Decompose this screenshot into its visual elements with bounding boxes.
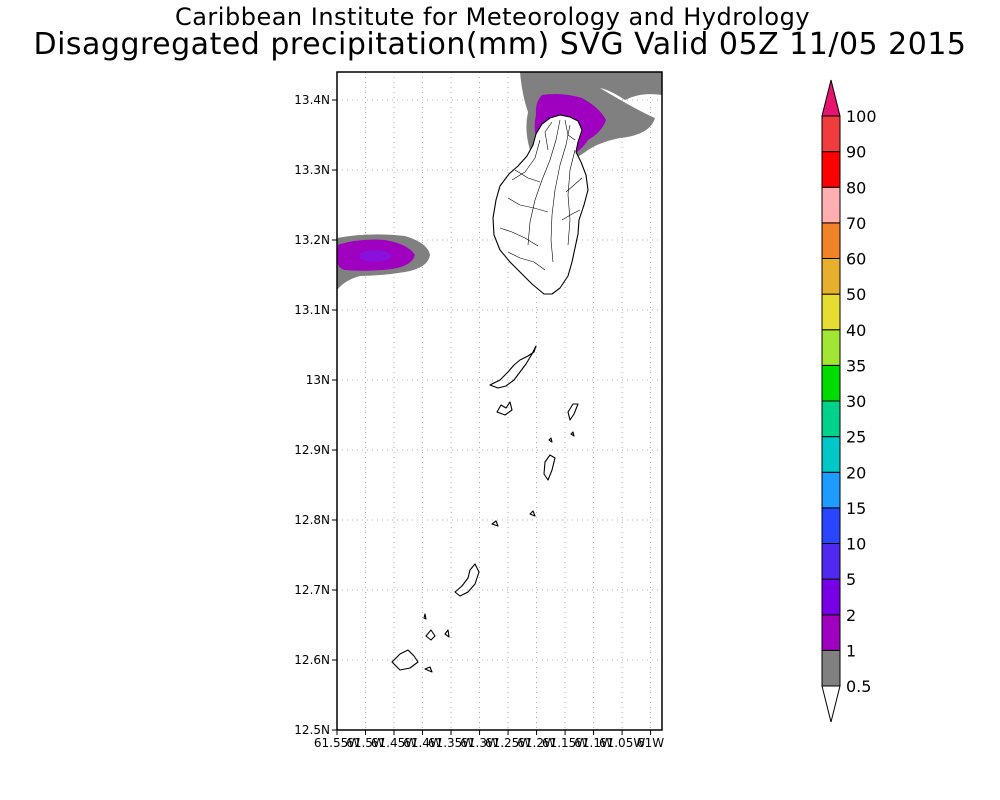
islet-1	[423, 613, 427, 620]
colorbar-label: 2	[846, 606, 856, 625]
colorbar-label: 30	[846, 392, 866, 411]
colorbar-box	[821, 258, 841, 295]
lat-tick-label: 13.2N	[294, 233, 330, 247]
lat-tick-label: 12.8N	[294, 513, 330, 527]
colorbar-label: 5	[846, 570, 856, 589]
colorbar-label: 35	[846, 356, 866, 375]
colorbar-label: 80	[846, 178, 866, 197]
lat-tick-label: 12.9N	[294, 443, 330, 457]
map-background	[337, 72, 662, 730]
colorbar-label: 40	[846, 321, 866, 340]
colorbar-label: 0.5	[846, 677, 871, 696]
colorbar-box	[821, 436, 841, 473]
lon-tick-label: 61.15W	[542, 736, 588, 750]
colorbar-box	[821, 507, 841, 544]
island-st-vincent	[492, 114, 589, 295]
colorbar-box	[821, 115, 841, 153]
lat-tick-label: 12.6N	[294, 653, 330, 667]
island-bequia	[489, 345, 537, 389]
colorbar-box	[821, 151, 841, 188]
lat-tick-label: 12.7N	[294, 583, 330, 597]
island-ronde	[425, 629, 436, 641]
island-carriacou	[454, 563, 480, 597]
map-frame	[336, 71, 663, 731]
coastlines	[391, 114, 589, 673]
islet-3	[548, 437, 553, 443]
lon-tick-label: 61.55W	[314, 736, 360, 750]
island-grenada-north	[391, 649, 419, 671]
latitude-labels: 13.4N 13.3N 13.2N 13.1N 13N 12.9N 12.8N 12.7N 12…	[294, 93, 337, 737]
island-petit-martinique	[491, 520, 499, 527]
colorbar-label: 100	[846, 107, 877, 126]
colorbar-box	[821, 186, 841, 224]
lon-tick-label: 61.25W	[485, 736, 531, 750]
map-plot-area	[336, 71, 663, 731]
island-mayreau	[543, 454, 556, 481]
colorbar-label: 1	[846, 641, 856, 660]
lon-tick-label: 61.3W	[460, 736, 499, 750]
island-canouan	[567, 403, 579, 421]
colorbar-top-arrow	[821, 79, 841, 117]
colorbar-box	[821, 400, 841, 438]
colorbar-label: 60	[846, 250, 866, 269]
islet-2	[570, 431, 575, 437]
lon-tick-label: 61.5W	[346, 736, 385, 750]
colorbar-box	[821, 614, 841, 651]
lat-tick-label: 12.5N	[294, 723, 330, 737]
colorbar-label: 10	[846, 535, 866, 554]
colorbar-box	[821, 293, 841, 331]
colorbar-box	[821, 471, 841, 509]
island-mustique	[496, 401, 513, 416]
colorbar-box	[821, 329, 841, 366]
colorbar-label: 50	[846, 285, 866, 304]
island-union	[529, 510, 536, 517]
lat-tick-label: 13.1N	[294, 303, 330, 317]
precip-area-5mm-west	[359, 250, 391, 262]
lon-tick-label: 61.4W	[403, 736, 442, 750]
colorbar-box	[821, 222, 841, 259]
lat-tick-label: 13N	[306, 373, 330, 387]
lon-tick-label: 61.1W	[574, 736, 613, 750]
island-kick-em-jenny	[444, 629, 450, 638]
lat-tick-label: 13.3N	[294, 163, 330, 177]
colorbar-box	[821, 578, 841, 616]
colorbar-box	[821, 364, 841, 402]
lon-tick-label: 61.2W	[517, 736, 556, 750]
colorbar-label: 90	[846, 143, 866, 162]
colorbar-box	[821, 649, 841, 687]
colorbar-label: 20	[846, 463, 866, 482]
lat-tick-label: 13.4N	[294, 93, 330, 107]
drainage-network	[499, 119, 583, 271]
lon-tick-label: 61.35W	[428, 736, 474, 750]
title-product: Disaggregated precipitation(mm) SVG Vali…	[33, 27, 967, 62]
island-isle-de-caille	[424, 666, 433, 673]
lon-tick-label: 61W	[637, 736, 664, 750]
lon-tick-label: 61.05W	[599, 736, 645, 750]
colorbar-box	[821, 543, 841, 580]
colorbar-label: 25	[846, 428, 866, 447]
longitude-labels: 61.55W61.5W61.45W61.4W61.35W61.3W61.25W6…	[314, 730, 664, 750]
title-institute: Caribbean Institute for Meteorology and …	[174, 3, 811, 31]
colorbar-label: 70	[846, 214, 866, 233]
colorbar-label: 15	[846, 499, 866, 518]
colorbar-bottom-arrow	[821, 685, 841, 723]
lon-tick-label: 61.45W	[371, 736, 417, 750]
